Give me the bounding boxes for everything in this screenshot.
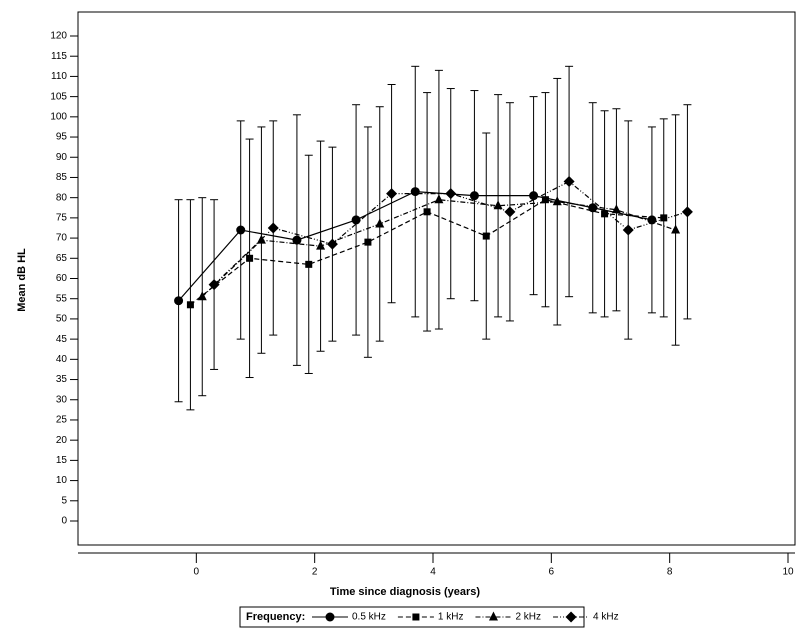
data-point: [423, 208, 431, 216]
y-tick-label: 5: [61, 495, 67, 506]
data-point: [267, 222, 279, 234]
data-point: [504, 206, 516, 218]
y-tick-label: 95: [56, 132, 68, 143]
x-tick-label: 8: [667, 567, 673, 578]
data-point: [316, 240, 326, 250]
x-tick-label: 0: [194, 567, 200, 578]
data-point: [445, 188, 457, 200]
y-tick-label: 20: [56, 435, 68, 446]
y-tick-label: 80: [56, 192, 68, 203]
legend-title: Frequency:: [246, 611, 305, 623]
data-point: [186, 301, 194, 309]
legend-label: 4 kHz: [593, 612, 619, 623]
data-point: [622, 224, 634, 236]
data-point: [386, 188, 398, 200]
data-point: [552, 196, 562, 206]
data-point: [611, 204, 621, 214]
data-point: [529, 191, 539, 201]
x-tick-label: 10: [782, 567, 794, 578]
series-line: [201, 199, 676, 298]
y-tick-label: 30: [56, 394, 68, 405]
data-point: [482, 232, 490, 240]
y-tick-label: 75: [56, 213, 68, 224]
y-tick-label: 10: [56, 475, 68, 486]
data-point: [351, 215, 361, 225]
y-tick-label: 70: [56, 233, 68, 244]
y-tick-label: 100: [50, 111, 67, 122]
data-point: [174, 296, 184, 306]
data-point: [681, 206, 693, 218]
data-point: [208, 279, 220, 291]
y-tick-label: 65: [56, 253, 68, 264]
data-point: [588, 203, 598, 213]
data-point: [601, 210, 609, 218]
y-axis-label: Mean dB HL: [16, 248, 28, 312]
x-tick-label: 4: [430, 567, 436, 578]
y-tick-label: 35: [56, 374, 68, 385]
data-point: [660, 214, 668, 222]
y-tick-label: 45: [56, 334, 68, 345]
data-point: [292, 235, 302, 245]
legend-label: 0.5 kHz: [352, 612, 386, 623]
data-point: [326, 238, 338, 250]
y-tick-label: 0: [61, 516, 67, 527]
data-point: [541, 196, 549, 204]
legend-label: 2 kHz: [515, 612, 541, 623]
y-tick-label: 110: [51, 71, 67, 82]
data-point: [375, 218, 385, 228]
y-tick-label: 15: [56, 455, 68, 466]
x-axis-label: Time since diagnosis (years): [330, 586, 481, 598]
legend-marker: [565, 611, 577, 623]
y-tick-label: 85: [56, 172, 68, 183]
y-tick-label: 50: [56, 314, 68, 325]
legend-marker: [412, 613, 420, 621]
legend-label: 1 kHz: [438, 612, 464, 623]
data-point: [410, 187, 420, 197]
y-tick-label: 60: [56, 273, 68, 284]
data-point: [236, 225, 246, 235]
data-point: [305, 260, 313, 268]
data-point: [364, 238, 372, 246]
y-tick-label: 115: [51, 51, 67, 62]
data-point: [469, 191, 479, 201]
x-tick-label: 2: [312, 567, 318, 578]
data-point: [197, 291, 207, 301]
data-point: [671, 224, 681, 234]
y-tick-label: 55: [56, 293, 68, 304]
y-tick-label: 25: [56, 415, 68, 426]
data-point: [246, 254, 254, 262]
data-point: [434, 194, 444, 204]
y-tick-label: 105: [50, 91, 67, 102]
x-tick-label: 6: [549, 567, 555, 578]
legend-marker: [325, 612, 335, 622]
y-tick-label: 40: [56, 354, 68, 365]
legend-marker: [488, 611, 498, 621]
data-point: [563, 176, 575, 187]
y-tick-label: 90: [56, 152, 68, 163]
y-tick-label: 120: [50, 31, 67, 42]
